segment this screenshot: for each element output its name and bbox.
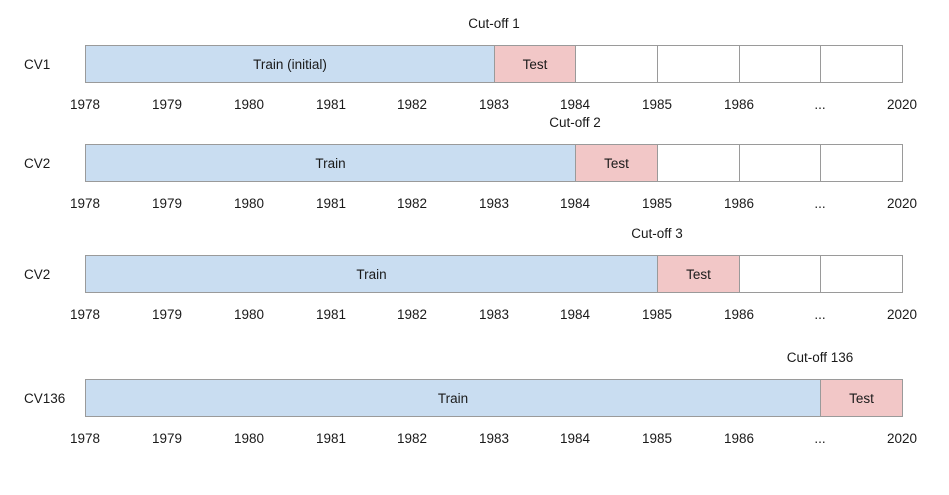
- timeline-bar: Train Test: [85, 144, 903, 182]
- train-segment: Train: [85, 379, 821, 417]
- cv-row: Cut-off 136 CV136 Train Test 1978 1979 1980 198…: [0, 334, 949, 446]
- cv-row: Cut-off 3 CV2 Train Test 1978 1979 1980 1981 198…: [0, 210, 949, 322]
- year-tick-label: 2020: [886, 196, 918, 211]
- cv-label: CV136: [24, 391, 66, 406]
- empty-segment: [575, 45, 658, 83]
- year-tick-label: 1986: [723, 431, 755, 446]
- year-tick-label: 1984: [559, 196, 591, 211]
- year-tick-label: ...: [814, 196, 826, 211]
- year-tick-label: 1986: [723, 196, 755, 211]
- timeline-bar: Train Test: [85, 255, 903, 293]
- year-tick-label: 1981: [315, 196, 347, 211]
- test-segment: Test: [657, 255, 740, 293]
- year-tick-label: 1985: [641, 196, 673, 211]
- year-tick-label: ...: [814, 97, 826, 112]
- year-tick-label: 1979: [151, 307, 183, 322]
- year-tick-label: 1979: [151, 196, 183, 211]
- year-tick-label: 1985: [641, 307, 673, 322]
- year-tick-label: 1978: [69, 196, 101, 211]
- year-tick-label: 1980: [233, 307, 265, 322]
- year-tick-label: 1985: [641, 431, 673, 446]
- year-tick-label: 1986: [723, 97, 755, 112]
- train-segment: Train (initial): [85, 45, 495, 83]
- test-segment: Test: [575, 144, 658, 182]
- empty-segment: [739, 45, 821, 83]
- cutoff-label: Cut-off 1: [468, 16, 520, 31]
- year-tick-label: 1983: [478, 307, 510, 322]
- empty-segment: [739, 144, 821, 182]
- year-tick-label: 1982: [396, 307, 428, 322]
- empty-segment: [657, 144, 740, 182]
- test-segment: Test: [820, 379, 903, 417]
- cutoff-label: Cut-off 136: [786, 350, 854, 365]
- timeline-bar: Train (initial) Test: [85, 45, 903, 83]
- cv-label: CV1: [24, 57, 51, 72]
- year-tick-label: 1980: [233, 97, 265, 112]
- year-tick-label: 1981: [315, 307, 347, 322]
- year-tick-label: 1978: [69, 431, 101, 446]
- year-tick-label: 1980: [233, 431, 265, 446]
- year-tick-label: 1979: [151, 431, 183, 446]
- year-tick-label: 2020: [886, 97, 918, 112]
- year-tick-label: 1980: [233, 196, 265, 211]
- year-tick-label: 1978: [69, 97, 101, 112]
- year-tick-label: 1984: [559, 431, 591, 446]
- empty-segment: [739, 255, 821, 293]
- year-tick-label: 1979: [151, 97, 183, 112]
- year-tick-label: 2020: [886, 431, 918, 446]
- cv-row: Cut-off 2 CV2 Train Test 1978 1979 1980 1981 198…: [0, 99, 949, 211]
- test-segment: Test: [494, 45, 576, 83]
- year-tick-label: 1984: [559, 97, 591, 112]
- empty-segment: [820, 45, 903, 83]
- year-tick-label: 1985: [641, 97, 673, 112]
- year-tick-label: 1981: [315, 431, 347, 446]
- cv-label: CV2: [24, 156, 51, 171]
- year-tick-label: 1983: [478, 431, 510, 446]
- train-segment: Train: [85, 255, 658, 293]
- year-tick-label: 1982: [396, 196, 428, 211]
- year-tick-label: 1978: [69, 307, 101, 322]
- timeline-bar: Train Test: [85, 379, 903, 417]
- cv-label: CV2: [24, 267, 51, 282]
- empty-segment: [820, 144, 903, 182]
- year-tick-label: 1981: [315, 97, 347, 112]
- year-tick-label: 1984: [559, 307, 591, 322]
- year-tick-label: ...: [814, 307, 826, 322]
- train-segment: Train: [85, 144, 576, 182]
- year-tick-label: 1982: [396, 97, 428, 112]
- year-tick-label: ...: [814, 431, 826, 446]
- cv-row: Cut-off 1 CV1 Train (initial) Test 1978 1979 1…: [0, 0, 949, 112]
- year-tick-label: 1986: [723, 307, 755, 322]
- year-tick-label: 2020: [886, 307, 918, 322]
- cutoff-label: Cut-off 3: [631, 226, 683, 241]
- year-tick-label: 1982: [396, 431, 428, 446]
- empty-segment: [820, 255, 903, 293]
- cutoff-label: Cut-off 2: [549, 115, 601, 130]
- year-tick-label: 1983: [478, 196, 510, 211]
- year-tick-label: 1983: [478, 97, 510, 112]
- empty-segment: [657, 45, 740, 83]
